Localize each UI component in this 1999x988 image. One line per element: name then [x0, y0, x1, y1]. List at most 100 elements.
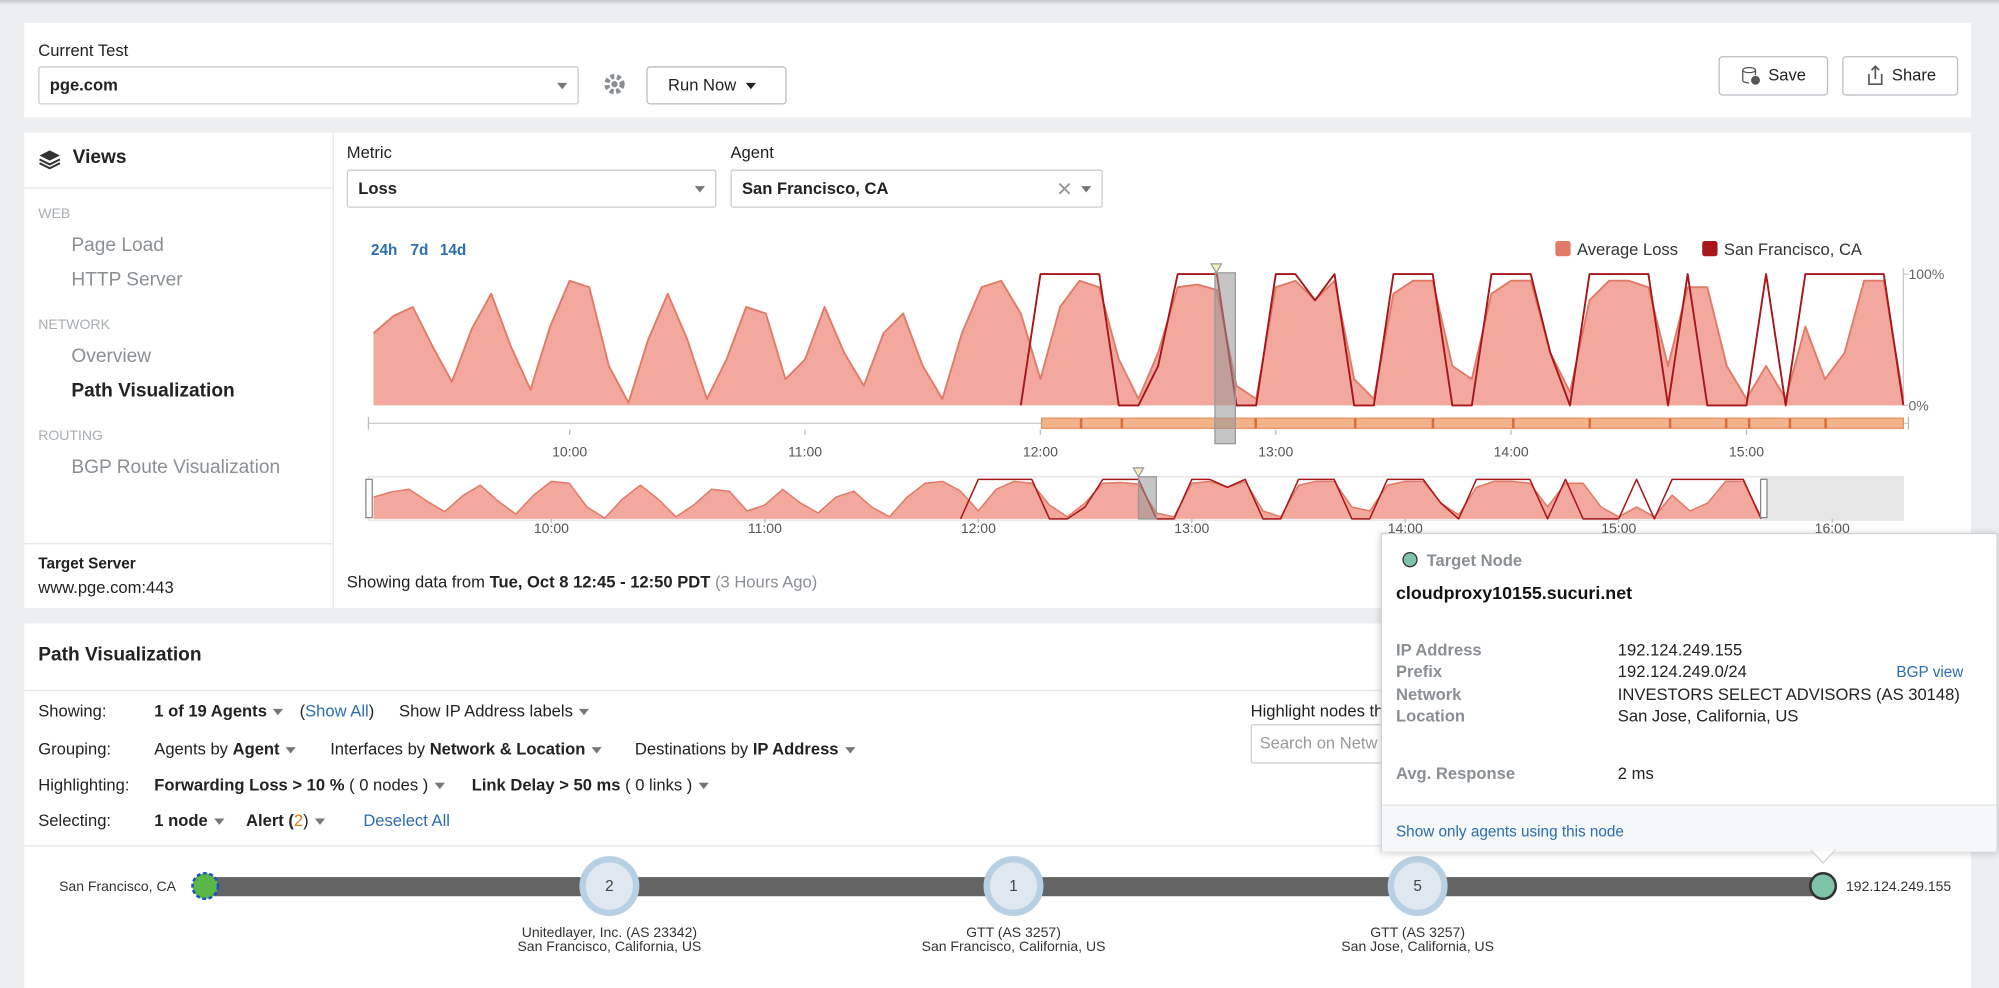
caret [688, 178, 706, 198]
hop-count: 2 [605, 878, 614, 895]
hop-location: San Jose, California, US [1341, 938, 1494, 954]
bgp-link[interactable]: BGP view [1896, 662, 1964, 681]
legend-swatch [1702, 240, 1718, 257]
grouping-value: IP Address [752, 739, 839, 759]
x-tick-label: 15:00 [1729, 443, 1764, 459]
agent-value: San Francisco, CA [741, 178, 889, 198]
grouping-dropdown[interactable]: Interfaces by Network & Location [330, 739, 602, 759]
source-label: San Francisco, CA [59, 878, 176, 894]
save-button[interactable]: Save [1718, 56, 1829, 96]
popup-link[interactable]: Show only agents using this node [1395, 822, 1624, 841]
view-item[interactable]: HTTP Server [71, 268, 183, 291]
popup-footer [1381, 804, 1997, 852]
highlight-value: Forwarding Loss > 10 % [154, 775, 345, 795]
source-node[interactable] [191, 872, 220, 901]
caret [434, 782, 445, 790]
range-button[interactable]: 24h [370, 240, 398, 259]
hop-node[interactable] [1387, 856, 1448, 916]
hop-node[interactable] [579, 856, 640, 916]
caret [591, 747, 602, 754]
view-item[interactable]: Page Load [71, 234, 164, 257]
alert-dropdown[interactable]: Alert (2) [246, 810, 326, 831]
status-range: Tue, Oct 8 12:45 - 12:50 PDT [489, 572, 711, 592]
x-tick-label: 13:00 [1174, 520, 1209, 536]
caret [739, 75, 756, 95]
brush-handle[interactable] [1759, 478, 1768, 519]
line [959, 478, 1762, 520]
brush-handle[interactable] [365, 478, 373, 519]
metric-select[interactable]: Loss [346, 169, 717, 208]
test-label: Current Test [38, 40, 129, 60]
settings-icon[interactable] [602, 71, 627, 96]
grouping-dropdown[interactable]: Destinations by IP Address [635, 739, 856, 759]
views-title: Views [72, 146, 127, 169]
element [1751, 75, 1760, 85]
test-select[interactable]: pge.com [38, 66, 579, 105]
caret [694, 186, 706, 193]
event-ticks [1079, 418, 1827, 429]
element [1058, 182, 1071, 195]
ip-labels-dropdown[interactable]: Show IP Address labels [399, 701, 590, 721]
run-button[interactable]: Run Now [646, 66, 787, 105]
node-value: 1 node [154, 810, 208, 830]
element [1810, 849, 1836, 865]
row-label: Selecting: [38, 810, 112, 830]
caret [315, 818, 326, 825]
grouping-dropdown[interactable]: Agents by Agent [154, 739, 297, 759]
field-value: 2 ms [1617, 763, 1654, 783]
line [373, 480, 1762, 519]
range-button[interactable]: 7d [410, 240, 429, 259]
x-tick-label: 10:00 [552, 443, 587, 459]
hop-location: San Francisco, California, US [922, 938, 1106, 954]
highlight-dropdown[interactable]: Link Delay > 50 ms ( 0 links ) [472, 775, 709, 795]
caret [557, 82, 568, 90]
metric-value: Loss [358, 178, 397, 198]
x-tick-label: 11:00 [788, 443, 822, 459]
caret [273, 708, 284, 716]
x-tick-label: 12:00 [1023, 443, 1058, 459]
clear-icon[interactable] [1058, 182, 1071, 195]
highlight-value: Link Delay > 50 ms [471, 775, 621, 795]
test-value: pge.com [49, 75, 118, 95]
field-value: 192.124.249.155 [1617, 639, 1743, 660]
selection [1214, 272, 1236, 445]
hop-node[interactable] [983, 856, 1044, 916]
field-value: San Jose, California, US [1617, 706, 1799, 726]
grouping-prefix: Interfaces by [330, 739, 426, 759]
deselect-all[interactable]: Deselect All [363, 810, 450, 830]
caret [698, 782, 709, 790]
highlight-dropdown[interactable]: Forwarding Loss > 10 % ( 0 nodes ) [154, 775, 445, 795]
agents-dropdown[interactable]: 1 of 19 Agents [154, 701, 284, 721]
view-item[interactable]: Overview [71, 345, 152, 368]
search-input[interactable]: Search on Netw [1250, 724, 1407, 764]
separator [24, 845, 1971, 847]
node-dropdown[interactable]: 1 node [154, 810, 225, 831]
field-label: Network [1395, 684, 1462, 704]
element [39, 158, 61, 170]
element [1868, 65, 1883, 85]
paren: ( [299, 701, 306, 721]
popup-host: cloudproxy10155.sucuri.net [1395, 582, 1633, 604]
element [604, 73, 625, 95]
x-tick-label: 14:00 [1388, 520, 1423, 536]
metric-label: Metric [346, 142, 392, 162]
range-button[interactable]: 14d [439, 240, 467, 259]
grouping-value: Network & Location [429, 739, 586, 759]
view-item-active[interactable]: Path Visualization [71, 379, 235, 402]
future-region [1761, 476, 1904, 521]
paren: ) [303, 810, 309, 830]
legend-label: San Francisco, CA [1724, 240, 1863, 259]
caret [844, 747, 856, 754]
agent-select[interactable]: San Francisco, CA [730, 169, 1103, 208]
share-button[interactable]: Share [1842, 56, 1959, 96]
caret [579, 708, 590, 716]
separator [24, 543, 333, 545]
alert-label: Alert ( [246, 810, 294, 830]
target-node[interactable] [1809, 872, 1838, 901]
field-value: 192.124.249.0/24 [1617, 661, 1747, 681]
x-tick-label: 14:00 [1494, 443, 1529, 459]
view-item[interactable]: BGP Route Visualization [71, 456, 281, 479]
show-all-link[interactable]: Show All [305, 701, 369, 721]
